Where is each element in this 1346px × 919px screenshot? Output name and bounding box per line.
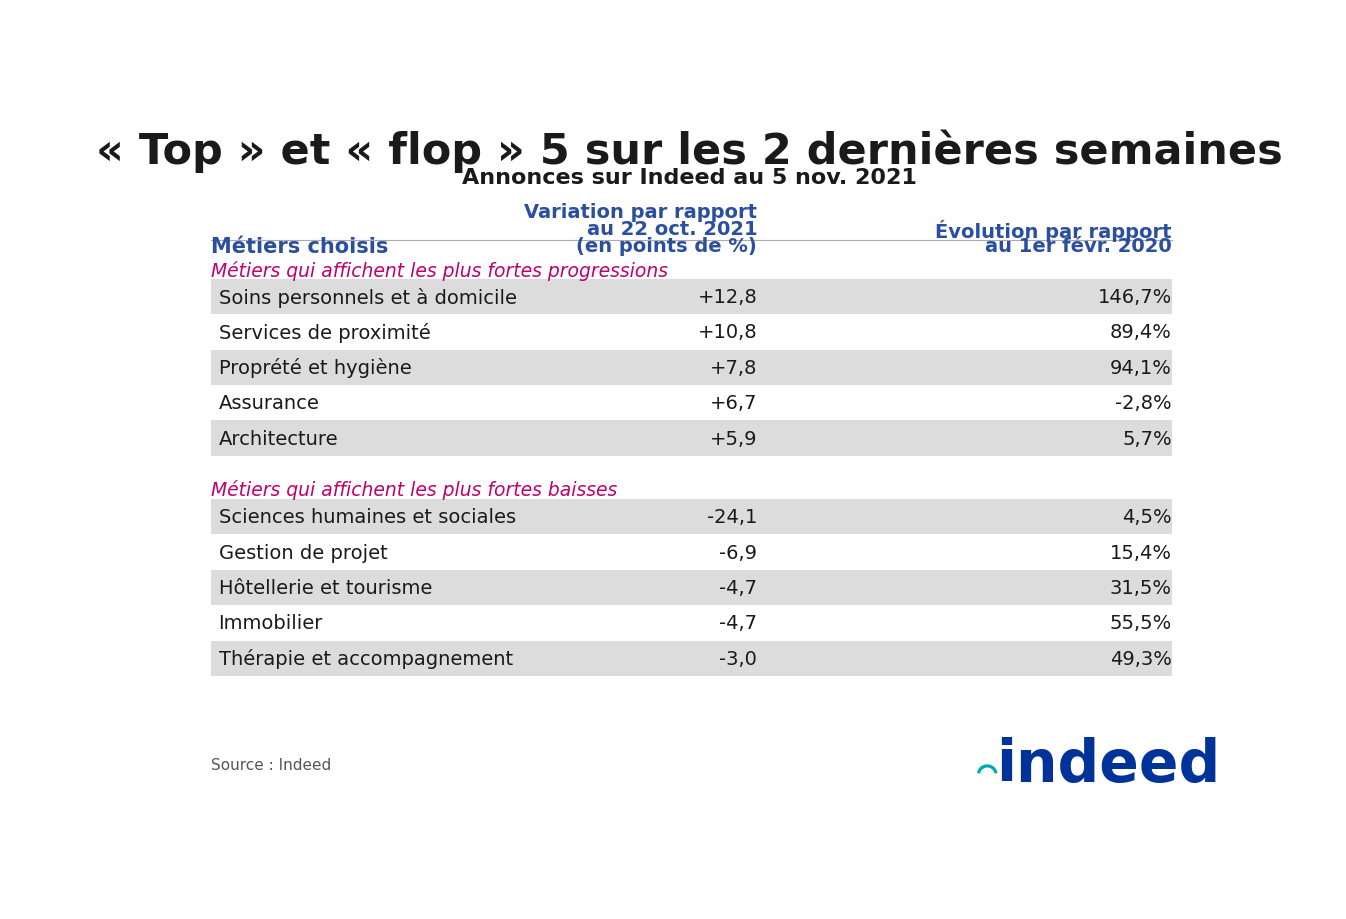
- Text: Architecture: Architecture: [218, 429, 338, 448]
- Polygon shape: [977, 765, 997, 774]
- Text: Assurance: Assurance: [218, 394, 319, 413]
- Text: 94,1%: 94,1%: [1110, 358, 1172, 378]
- Text: +7,8: +7,8: [709, 358, 758, 378]
- Text: +6,7: +6,7: [709, 394, 758, 413]
- Text: Services de proximité: Services de proximité: [218, 323, 431, 343]
- Text: +5,9: +5,9: [709, 429, 758, 448]
- Text: au 22 oct. 2021: au 22 oct. 2021: [587, 220, 758, 238]
- Bar: [211, 570, 1172, 606]
- Text: Métiers choisis: Métiers choisis: [211, 237, 388, 257]
- Bar: [211, 279, 1172, 315]
- Text: Hôtellerie et tourisme: Hôtellerie et tourisme: [218, 578, 432, 597]
- Text: Variation par rapport: Variation par rapport: [524, 202, 758, 221]
- Text: Soins personnels et à domicile: Soins personnels et à domicile: [218, 288, 517, 307]
- Text: Proprété et hygiène: Proprété et hygiène: [218, 358, 412, 378]
- Text: 89,4%: 89,4%: [1110, 323, 1172, 342]
- Text: « Top » et « flop » 5 sur les 2 dernières semaines: « Top » et « flop » 5 sur les 2 dernière…: [97, 130, 1283, 173]
- Text: 5,7%: 5,7%: [1123, 429, 1172, 448]
- Text: Annonces sur Indeed au 5 nov. 2021: Annonces sur Indeed au 5 nov. 2021: [463, 168, 917, 188]
- Text: Sciences humaines et sociales: Sciences humaines et sociales: [218, 507, 516, 527]
- Text: Immobilier: Immobilier: [218, 614, 323, 633]
- Bar: [211, 350, 1172, 386]
- Bar: [211, 641, 1172, 676]
- Text: +12,8: +12,8: [697, 288, 758, 307]
- Text: 15,4%: 15,4%: [1110, 543, 1172, 562]
- Text: Source : Indeed: Source : Indeed: [211, 756, 331, 772]
- Text: +10,8: +10,8: [697, 323, 758, 342]
- Text: -4,7: -4,7: [719, 614, 758, 633]
- Text: 4,5%: 4,5%: [1123, 507, 1172, 527]
- Text: au 1er févr. 2020: au 1er févr. 2020: [985, 236, 1172, 255]
- Text: 55,5%: 55,5%: [1109, 614, 1172, 633]
- Text: 31,5%: 31,5%: [1110, 578, 1172, 597]
- Text: 146,7%: 146,7%: [1097, 288, 1172, 307]
- Text: -4,7: -4,7: [719, 578, 758, 597]
- Text: Gestion de projet: Gestion de projet: [218, 543, 388, 562]
- Text: indeed: indeed: [996, 736, 1221, 793]
- Text: Évolution par rapport: Évolution par rapport: [935, 220, 1172, 242]
- Text: Métiers qui affichent les plus fortes baisses: Métiers qui affichent les plus fortes ba…: [211, 480, 616, 499]
- Text: (en points de %): (en points de %): [576, 236, 758, 255]
- Text: -3,0: -3,0: [719, 649, 758, 668]
- Text: -24,1: -24,1: [707, 507, 758, 527]
- Bar: [211, 421, 1172, 457]
- Text: Thérapie et accompagnement: Thérapie et accompagnement: [218, 649, 513, 669]
- Bar: [211, 499, 1172, 535]
- Text: -2,8%: -2,8%: [1116, 394, 1172, 413]
- Text: 49,3%: 49,3%: [1110, 649, 1172, 668]
- Text: -6,9: -6,9: [719, 543, 758, 562]
- Text: Métiers qui affichent les plus fortes progressions: Métiers qui affichent les plus fortes pr…: [211, 260, 668, 280]
